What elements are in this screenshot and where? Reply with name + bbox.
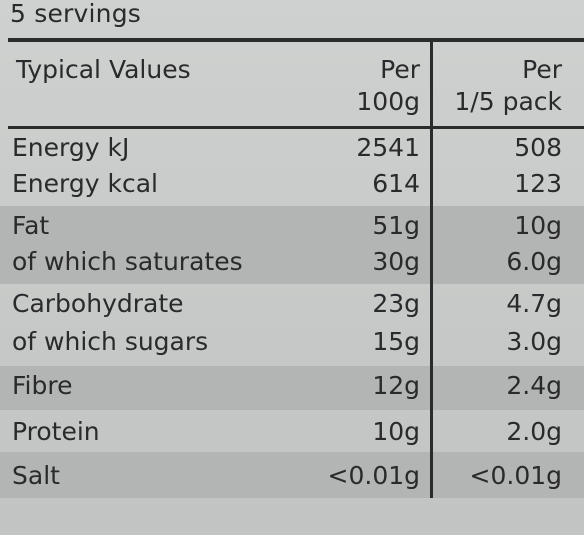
value-per-100g: 30g	[372, 247, 420, 276]
value-per-pack: 508	[514, 133, 562, 162]
header-row-2: 100g 1/5 pack	[0, 82, 584, 122]
header-rule	[8, 126, 584, 129]
nutrient-name: of which saturates	[12, 247, 243, 276]
table-row: Energy kcal 614 123	[0, 164, 584, 204]
nutrient-name: Energy kJ	[12, 133, 130, 162]
fibre-band	[0, 366, 584, 410]
typical-values-label: Typical Values	[16, 55, 191, 84]
header-row-1: Typical Values Per Per	[0, 50, 584, 90]
value-per-100g: 23g	[372, 289, 420, 318]
table-row: Carbohydrate 23g 4.7g	[0, 284, 584, 324]
nutrient-name: Carbohydrate	[12, 289, 184, 318]
value-per-pack: 123	[514, 169, 562, 198]
table-row: of which sugars 15g 3.0g	[0, 322, 584, 362]
salt-band	[0, 452, 584, 498]
column-divider	[430, 38, 433, 498]
nutrient-name: Salt	[12, 461, 60, 490]
col1-header-line2: 100g	[356, 87, 420, 116]
value-per-100g: 2541	[356, 133, 420, 162]
table-row: Protein 10g 2.0g	[0, 412, 584, 452]
top-rule	[8, 38, 584, 42]
value-per-pack: 2.0g	[506, 417, 562, 446]
value-per-pack: <0.01g	[469, 461, 562, 490]
value-per-100g: 10g	[372, 417, 420, 446]
value-per-pack: 6.0g	[506, 247, 562, 276]
value-per-pack: 4.7g	[506, 289, 562, 318]
value-per-100g: 12g	[372, 371, 420, 400]
nutrient-name: Protein	[12, 417, 100, 446]
col2-header-line2: 1/5 pack	[454, 87, 562, 116]
value-per-100g: <0.01g	[327, 461, 420, 490]
table-row: Fibre 12g 2.4g	[0, 366, 584, 406]
value-per-100g: 15g	[372, 327, 420, 356]
col2-header-line1: Per	[522, 55, 562, 84]
servings-text: 5 servings	[10, 0, 142, 28]
fat-band	[0, 206, 584, 284]
nutrient-name: Fat	[12, 211, 50, 240]
table-row: Salt <0.01g <0.01g	[0, 456, 584, 496]
nutrient-name: Energy kcal	[12, 169, 158, 198]
table-row: Fat 51g 10g	[0, 206, 584, 246]
value-per-pack: 10g	[514, 211, 562, 240]
table-row: Energy kJ 2541 508	[0, 128, 584, 168]
value-per-100g: 51g	[372, 211, 420, 240]
col1-header-line1: Per	[380, 55, 420, 84]
value-per-100g: 614	[372, 169, 420, 198]
value-per-pack: 3.0g	[506, 327, 562, 356]
nutrient-name: of which sugars	[12, 327, 209, 356]
table-row: of which saturates 30g 6.0g	[0, 242, 584, 282]
value-per-pack: 2.4g	[506, 371, 562, 400]
nutrient-name: Fibre	[12, 371, 73, 400]
